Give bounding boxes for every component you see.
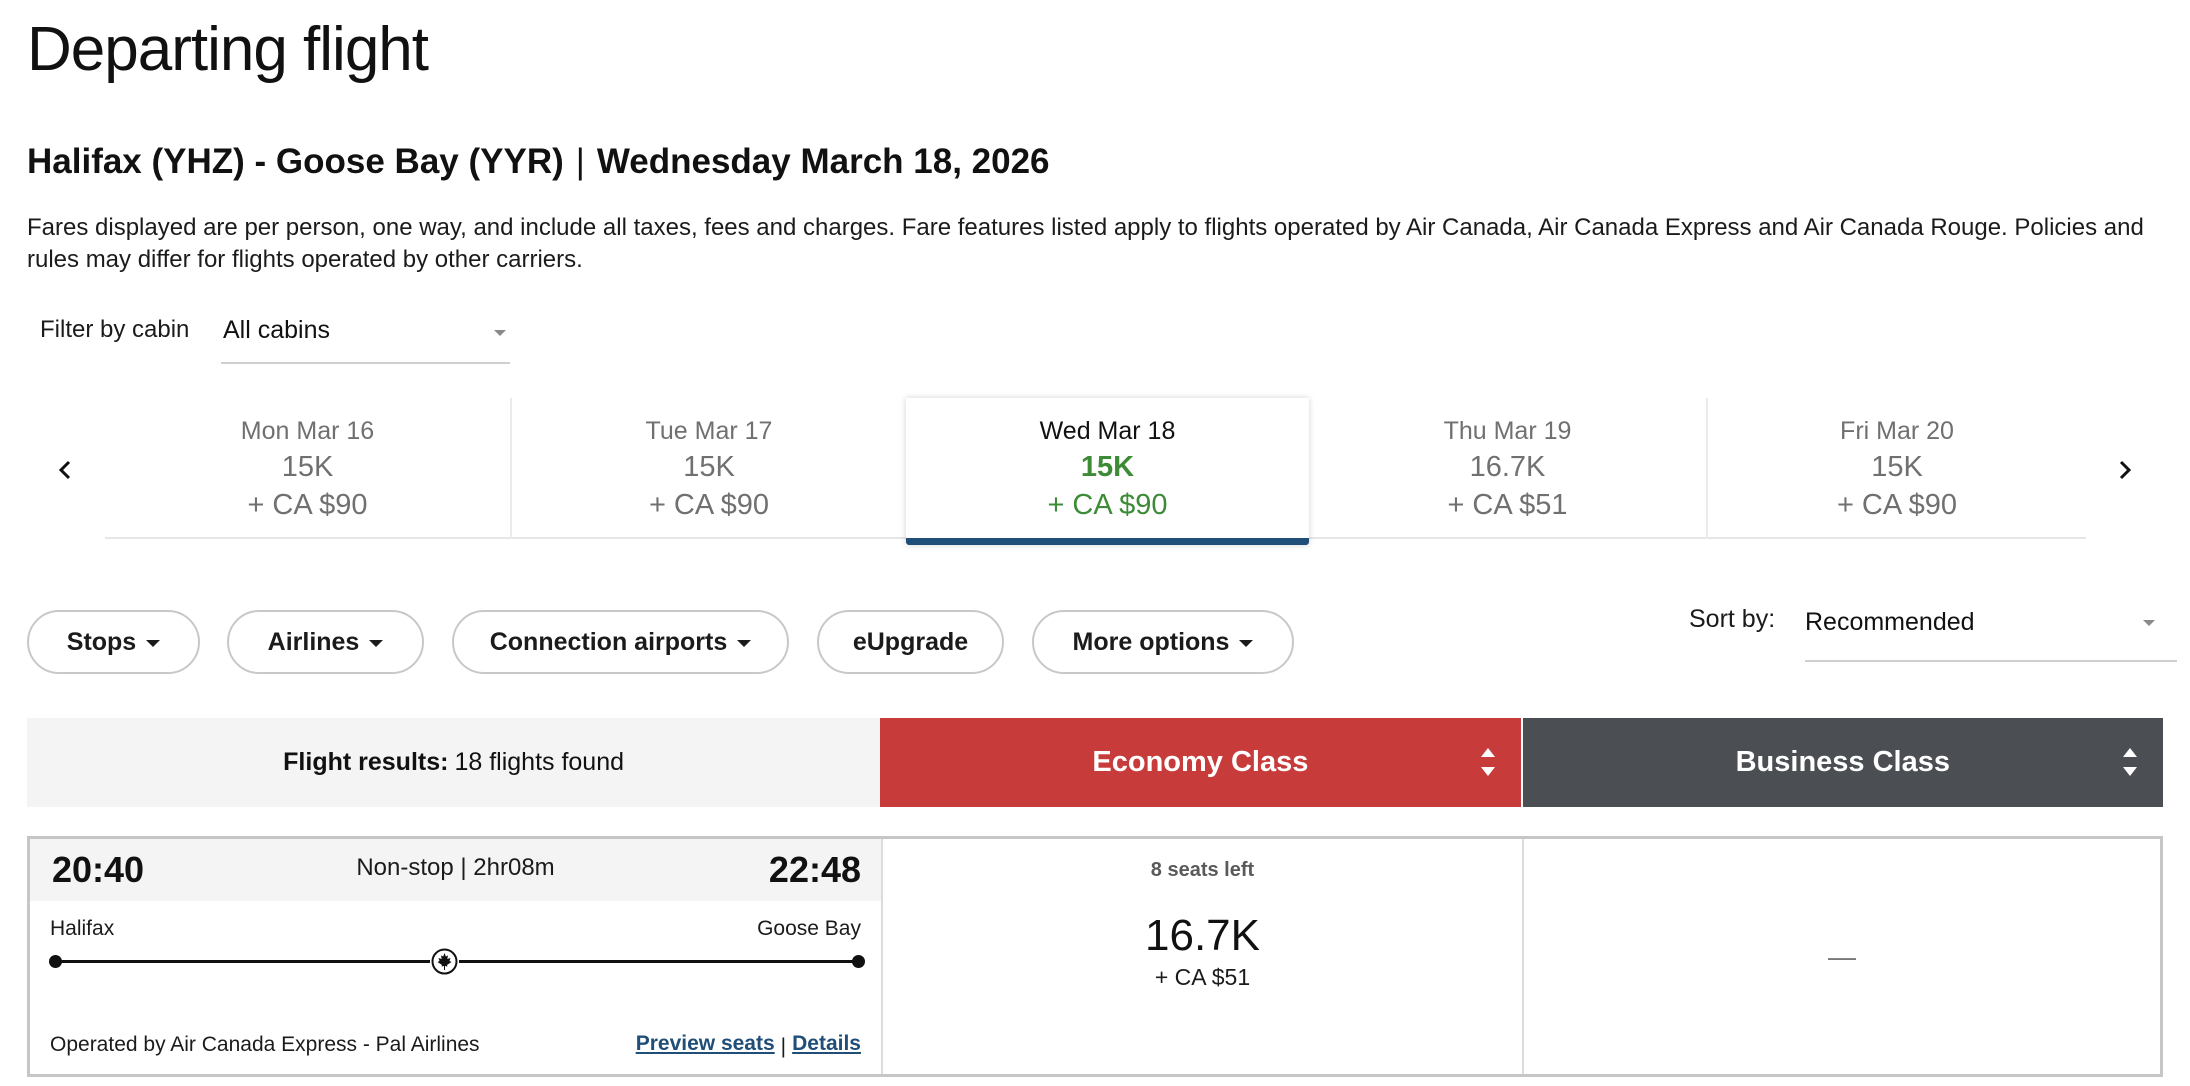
date-option-points: 16.7K (1469, 451, 1546, 483)
eupgrade-filter-button[interactable]: eUpgrade (817, 610, 1004, 674)
more-options-filter-button[interactable]: More options (1032, 610, 1294, 674)
preview-seats-link[interactable]: Preview seats (635, 1032, 775, 1055)
selected-indicator-bar (906, 538, 1309, 545)
cabin-filter-value: All cabins (223, 316, 330, 344)
economy-points: 16.7K (1145, 911, 1260, 960)
date-option-date: Wed Mar 18 (1039, 417, 1176, 445)
operator-text: Operated by Air Canada Express - Pal Air… (50, 1033, 480, 1056)
date-option-mon-mar-16[interactable]: Mon Mar 16 15K + CA $90 (105, 398, 510, 539)
details-link[interactable]: Details (792, 1032, 861, 1055)
sort-label: Sort by: (1689, 605, 1776, 633)
origin-city: Halifax (50, 917, 115, 940)
results-header: Flight results: 18 flights found Economy… (27, 718, 2164, 807)
stops-duration: Non-stop | 2hr08m (356, 854, 555, 881)
date-option-cash: + CA $51 (1447, 489, 1568, 521)
airlines-filter-button[interactable]: Airlines (227, 610, 424, 674)
sort-arrows-icon (1480, 748, 1495, 776)
link-separator: | (780, 1035, 787, 1058)
eupgrade-filter-label: eUpgrade (852, 627, 969, 656)
route-date: Wednesday March 18, 2026 (596, 142, 1050, 181)
date-option-points: 15K (683, 451, 735, 483)
results-count: 18 flights found (454, 748, 625, 776)
date-option-cash: + CA $90 (1047, 489, 1168, 521)
fare-notice: Fares displayed are per person, one way,… (27, 214, 2144, 273)
date-option-date: Thu Mar 19 (1443, 417, 1572, 445)
date-option-date: Tue Mar 17 (645, 417, 773, 445)
arrival-time: 22:48 (768, 849, 861, 890)
chevron-right-icon[interactable] (2108, 450, 2142, 490)
origin-dot (49, 955, 62, 968)
cabin-filter-label: Filter by cabin (40, 316, 190, 343)
destination-dot (852, 955, 865, 968)
business-class-label: Business Class (1735, 746, 1950, 778)
caret-down-icon (737, 639, 752, 647)
results-label: Flight results: (283, 748, 449, 776)
date-option-cash: + CA $90 (1836, 489, 1958, 521)
route-heading: Halifax (YHZ) - Goose Bay (YYR) | Wednesda… (27, 142, 1050, 182)
date-carousel-track: Mon Mar 16 15K + CA $90 Tue Mar 17 15K +… (105, 398, 2086, 545)
caret-down-icon (369, 639, 384, 647)
connection-airports-filter-button[interactable]: Connection airports (452, 610, 789, 674)
air-canada-roundel-icon (430, 947, 459, 976)
page-title: Departing flight (27, 15, 429, 84)
flight-links: Preview seats | Details (635, 1032, 861, 1058)
cabin-filter-select[interactable]: All cabins (221, 312, 510, 364)
business-fare-cell: — (1522, 839, 2160, 1074)
flight-time-band (30, 839, 881, 901)
date-option-cash: + CA $90 (247, 489, 368, 521)
seats-left: 8 seats left (1150, 859, 1255, 881)
date-option-points: 15K (281, 451, 334, 483)
economy-class-label: Economy Class (1092, 746, 1309, 778)
flight-result-row: 20:40 Non-stop | 2hr08m 22:48 Halifax Go… (27, 836, 2163, 1077)
date-option-fri-mar-20[interactable]: Fri Mar 20 15K + CA $90 (1706, 398, 2086, 539)
date-option-points: 15K (1080, 451, 1135, 483)
chevron-left-icon[interactable] (48, 450, 82, 490)
caret-down-icon (146, 639, 161, 647)
business-class-sort-header[interactable]: Business Class (1522, 718, 2164, 807)
date-option-thu-mar-19[interactable]: Thu Mar 19 16.7K + CA $51 (1309, 398, 1706, 539)
stops-filter-label: Stops (66, 627, 137, 656)
sort-select[interactable]: Recommended (1805, 598, 2177, 662)
sort-value: Recommended (1805, 608, 1975, 636)
sort-arrows-icon (2123, 748, 2138, 776)
date-option-points: 15K (1871, 451, 1923, 483)
more-options-filter-label: More options (1072, 627, 1230, 656)
caret-down-icon (1239, 639, 1254, 647)
route-separator: | (575, 142, 585, 181)
flight-results-summary: Flight results: 18 flights found (27, 718, 881, 807)
economy-class-sort-header[interactable]: Economy Class (880, 718, 1521, 807)
economy-fare-cell[interactable]: 8 seats left 16.7K + CA $51 (881, 839, 1522, 1074)
connection-airports-filter-label: Connection airports (489, 627, 728, 656)
date-option-date: Fri Mar 20 (1840, 417, 1954, 445)
date-option-wed-mar-18[interactable]: Wed Mar 18 15K + CA $90 (906, 398, 1309, 545)
flight-info: 20:40 Non-stop | 2hr08m 22:48 Halifax Go… (30, 839, 881, 1074)
date-carousel: Mon Mar 16 15K + CA $90 Tue Mar 17 15K +… (0, 398, 2190, 548)
date-option-tue-mar-17[interactable]: Tue Mar 17 15K + CA $90 (510, 398, 906, 539)
departure-time: 20:40 (52, 849, 145, 890)
caret-down-icon (494, 330, 506, 336)
date-option-date: Mon Mar 16 (240, 417, 375, 445)
route-text: Halifax (YHZ) - Goose Bay (YYR) (27, 142, 564, 181)
airlines-filter-label: Airlines (267, 627, 360, 656)
stops-filter-button[interactable]: Stops (27, 610, 200, 674)
business-unavailable: — (1828, 940, 1856, 972)
caret-down-icon (2143, 620, 2155, 626)
date-option-cash: + CA $90 (648, 489, 770, 521)
economy-cash: + CA $51 (1154, 964, 1251, 990)
destination-city: Goose Bay (757, 917, 861, 940)
